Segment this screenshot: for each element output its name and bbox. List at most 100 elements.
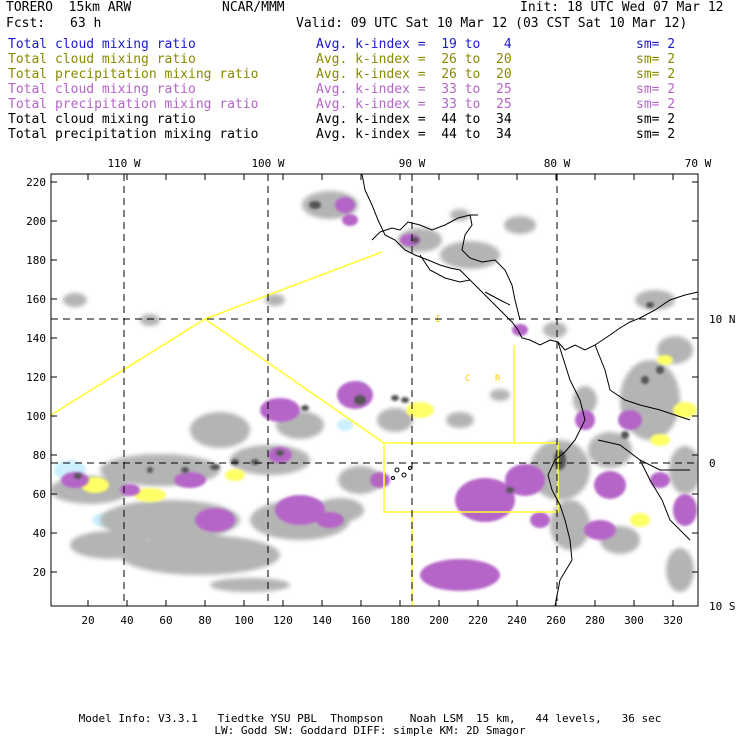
legend-avg: Avg. k-index = 44 to 34 <box>316 112 512 127</box>
legend-name: Total cloud mixing ratio <box>8 112 196 127</box>
x-label: 40 <box>120 614 133 627</box>
lon-label-110w: 110 W <box>107 157 140 170</box>
lon-label-80w: 80 W <box>544 157 571 170</box>
legend-row: Total cloud mixing ratio Avg. k-index = 2… <box>8 52 733 67</box>
y-label: 120 <box>26 371 46 384</box>
domain-boundary-inner <box>204 318 515 444</box>
x-label: 200 <box>429 614 449 627</box>
legend-row: Total cloud mixing ratio Avg. k-index = 1… <box>8 37 733 52</box>
model-info-line1: Model Info: V3.3.1 Tiedtke YSU PBL Thomp… <box>78 712 662 725</box>
legend-name: Total cloud mixing ratio <box>8 52 196 67</box>
forecast-map: I C R 110 W 100 W 90 W 80 W 70 W <box>26 157 736 627</box>
galapagos-island-1 <box>394 467 400 473</box>
x-label: 60 <box>159 614 172 627</box>
legend-sm: sm= 2 <box>636 37 676 52</box>
region-label-r: R <box>495 374 501 384</box>
lat-label-10s: 10 S <box>709 600 736 613</box>
x-axis-labels: 20 40 60 80 100 120 140 160 180 200 220 … <box>81 614 683 627</box>
latlon-grid <box>51 174 698 606</box>
galapagos-island-2 <box>401 472 407 478</box>
coastlines <box>361 174 698 606</box>
legend-sm: sm= 2 <box>636 127 676 142</box>
legend-row: Total precipitation mixing ratio Avg. k-i… <box>8 97 733 112</box>
legend-avg: Avg. k-index = 19 to 4 <box>316 37 512 52</box>
y-label: 220 <box>26 176 46 189</box>
dark-core-layer <box>74 201 664 493</box>
forecast-label: Fcst: <box>6 16 46 31</box>
honduras-border <box>484 291 511 306</box>
top-longitude-labels: 110 W 100 W 90 W 80 W 70 W <box>107 157 711 170</box>
lat-label-0: 0 <box>709 457 716 470</box>
x-label: 100 <box>234 614 254 627</box>
region-label-i: I <box>435 315 440 325</box>
y-label: 140 <box>26 332 46 345</box>
field-layer <box>51 191 698 592</box>
south-america-pacific-coast <box>547 341 586 606</box>
y-label: 160 <box>26 293 46 306</box>
legend-row: Total precipitation mixing ratio Avg. k-i… <box>8 127 733 142</box>
peru-brazil-border <box>639 459 691 541</box>
yucatan-caribbean-coast <box>461 214 521 321</box>
y-axis-labels: 220 200 180 160 140 120 100 80 60 40 20 <box>26 176 46 579</box>
y-label: 200 <box>26 215 46 228</box>
x-label: 220 <box>468 614 488 627</box>
lon-label-100w: 100 W <box>251 157 284 170</box>
legend-avg: Avg. k-index = 33 to 25 <box>316 97 512 112</box>
valid-time: Valid: 09 UTC Sat 10 Mar 12 (03 CST Sat … <box>296 16 688 31</box>
central-america-pacific-coast <box>361 174 698 351</box>
legend-row: Total cloud mixing ratio Avg. k-index = 3… <box>8 82 733 97</box>
legend-avg: Avg. k-index = 26 to 20 <box>316 67 512 82</box>
x-label: 140 <box>312 614 332 627</box>
legend-avg: Avg. k-index = 44 to 34 <box>316 127 512 142</box>
y-label: 60 <box>33 488 46 501</box>
region-labels: I C R <box>435 315 501 384</box>
right-latitude-labels: 10 N 0 10 S <box>709 313 736 613</box>
region-box-east <box>383 442 559 513</box>
legend-sm: sm= 2 <box>636 112 676 127</box>
tick-marks <box>51 174 698 606</box>
x-label: 240 <box>507 614 527 627</box>
model-info-line2: LW: Godd SW: Goddard DIFF: simple KM: 2D… <box>214 724 526 737</box>
x-label: 80 <box>198 614 211 627</box>
y-label: 100 <box>26 410 46 423</box>
x-label: 300 <box>624 614 644 627</box>
galapagos-island-3 <box>391 476 395 480</box>
x-label: 180 <box>390 614 410 627</box>
legend-name: Total precipitation mixing ratio <box>8 127 259 142</box>
legend-row: Total cloud mixing ratio Avg. k-index = 4… <box>8 112 733 127</box>
region-label-c: C <box>465 374 470 384</box>
lat-label-10n: 10 N <box>709 313 736 326</box>
legend-sm: sm= 2 <box>636 97 676 112</box>
colombia-border <box>594 344 691 421</box>
legend-avg: Avg. k-index = 33 to 25 <box>316 82 512 97</box>
x-label: 160 <box>351 614 371 627</box>
plot-frame <box>50 173 699 607</box>
legend-sm: sm= 2 <box>636 67 676 82</box>
model-title: TORERO 15km ARW <box>6 0 132 15</box>
legend-name: Total precipitation mixing ratio <box>8 97 259 112</box>
guatemala-border <box>419 254 471 283</box>
y-label: 180 <box>26 254 46 267</box>
legend-avg: Avg. k-index = 26 to 20 <box>316 52 512 67</box>
galapagos-island-4 <box>408 466 412 470</box>
x-label: 260 <box>546 614 566 627</box>
legend-row: Total precipitation mixing ratio Avg. k-i… <box>8 67 733 82</box>
x-label: 280 <box>585 614 605 627</box>
legend-name: Total precipitation mixing ratio <box>8 67 259 82</box>
x-label: 320 <box>663 614 683 627</box>
y-label: 40 <box>33 527 46 540</box>
legend-name: Total cloud mixing ratio <box>8 37 196 52</box>
init-time: Init: 18 UTC Wed 07 Mar 12 <box>520 0 724 15</box>
x-label: 120 <box>273 614 293 627</box>
violet-contour-layer <box>61 197 697 591</box>
legend-sm: sm= 2 <box>636 82 676 97</box>
legend-name: Total cloud mixing ratio <box>8 82 196 97</box>
y-label: 20 <box>33 566 46 579</box>
y-label: 80 <box>33 449 46 462</box>
x-label: 20 <box>81 614 94 627</box>
lon-label-70w: 70 W <box>685 157 712 170</box>
legend-sm: sm= 2 <box>636 52 676 67</box>
lon-label-90w: 90 W <box>399 157 426 170</box>
forecast-hours: 63 h <box>70 16 102 31</box>
domain-boundary-west <box>50 251 383 416</box>
